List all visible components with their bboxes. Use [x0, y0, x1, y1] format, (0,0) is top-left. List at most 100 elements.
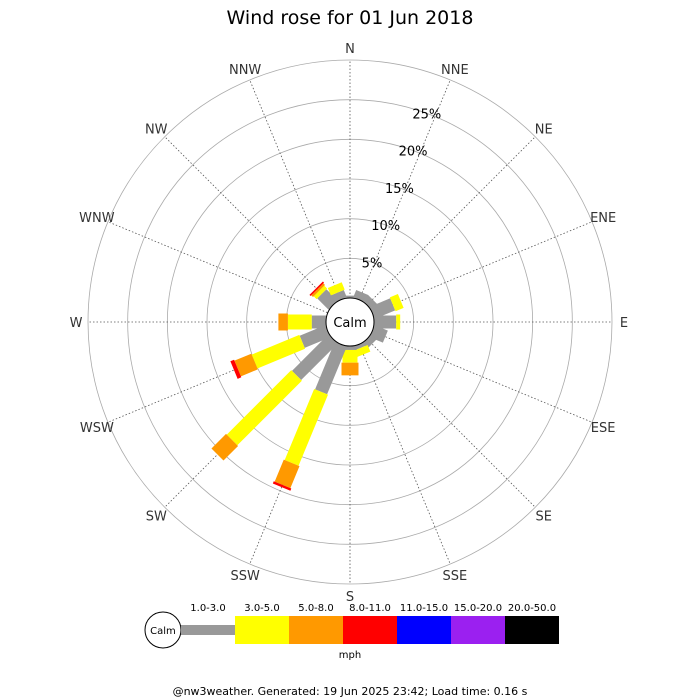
legend-swatch [451, 616, 505, 644]
legend-bin-label: 11.0-15.0 [400, 603, 448, 614]
bar-segment [299, 325, 331, 348]
bar-segment [226, 370, 302, 446]
bar-stack-nnw [327, 282, 347, 303]
calm-circle: Calm [325, 297, 375, 347]
bar-segment [327, 282, 345, 296]
direction-label-wsw: WSW [80, 421, 114, 436]
legend-bin-label: 3.0-5.0 [244, 603, 279, 614]
direction-label-ssw: SSW [230, 569, 260, 584]
bar-segment [389, 294, 404, 312]
radial-tick-label: 10% [371, 219, 400, 234]
bar-stack-s [341, 346, 359, 376]
direction-label-nw: NW [145, 122, 168, 137]
grid-spoke [107, 321, 351, 423]
legend-swatch [343, 616, 397, 644]
bar-stack-ene [369, 294, 404, 319]
grid-spoke [164, 136, 351, 323]
bar-segment [311, 315, 327, 329]
direction-label-e: E [620, 316, 628, 331]
bar-segment [311, 283, 326, 298]
grid-spoke [249, 79, 351, 323]
direction-label-w: W [70, 316, 83, 331]
direction-label-ne: NE [535, 122, 553, 137]
grid-spoke [349, 221, 593, 323]
wind-bars [211, 281, 404, 491]
grid-ring [246, 218, 454, 426]
radial-tick-label: 15% [385, 182, 414, 197]
legend-bin-label: 20.0-50.0 [508, 603, 556, 614]
legend-bin-label: 15.0-20.0 [454, 603, 502, 614]
bar-segment [278, 313, 288, 331]
direction-label-wnw: WNW [79, 211, 115, 226]
radial-tick-labels: 5% 10% 15% 20% 25% [362, 107, 442, 271]
legend-swatch [235, 616, 289, 644]
direction-label-sse: SSE [442, 569, 467, 584]
bar-stack-nw [309, 281, 338, 310]
legend-bin-label: 5.0-8.0 [298, 603, 333, 614]
bar-stack-ssw [272, 341, 347, 491]
legend-unit-label: mph [339, 650, 361, 661]
bar-stack-wsw [230, 325, 331, 379]
chart-title: Wind rose for 01 Jun 2018 [227, 7, 474, 29]
direction-label-sw: SW [146, 510, 167, 525]
direction-label-n: N [345, 42, 355, 57]
bar-stack-e [374, 314, 401, 330]
bar-segment [313, 285, 328, 300]
bar-segment [396, 314, 401, 330]
radial-tick-label: 25% [412, 107, 441, 122]
bar-segment [343, 295, 357, 298]
speed-legend: Calm mph 1.0-3.0 3.0-5.0 5.0-8.0 8.0-11.0 11… [144, 603, 559, 661]
bar-segment [309, 281, 325, 297]
footer-text: @nw3weather. Generated: 19 Jun 2025 23:4… [173, 685, 528, 698]
polar-grid [87, 59, 613, 585]
legend-swatch [397, 616, 451, 644]
bar-segment [331, 290, 347, 303]
bar-segment [291, 334, 338, 381]
grid-spoke [349, 321, 451, 565]
bar-segment [341, 362, 359, 376]
direction-label-nne: NNE [441, 63, 469, 78]
grid-ring [127, 99, 573, 545]
grid-spoke [349, 321, 536, 508]
grid-spoke [107, 221, 351, 323]
bar-segment [369, 298, 396, 319]
grid-spoke [349, 136, 536, 323]
grid-spoke [349, 79, 451, 323]
legend-swatch [289, 616, 343, 644]
bar-segment [274, 459, 300, 489]
bar-stack-n [343, 295, 357, 298]
bar-segment [342, 349, 358, 363]
direction-label-s: S [346, 590, 354, 605]
bar-segment [315, 341, 347, 395]
grid-ring-outer [87, 59, 613, 585]
bar-segment [284, 388, 329, 466]
bar-segment [287, 314, 312, 330]
legend-swatch [505, 616, 559, 644]
grid-spoke [349, 321, 593, 423]
bar-segment [230, 359, 242, 379]
direction-label-ene: ENE [590, 211, 616, 226]
legend-bin-label: 1.0-3.0 [190, 603, 225, 614]
direction-labels: N NNE NE ENE E ESE SE SSE S SSW SW WSW W WNW NW NNW [70, 42, 629, 605]
direction-label-se: SE [536, 510, 552, 525]
legend-swatch [181, 625, 235, 635]
radial-tick-label: 5% [362, 256, 383, 271]
bar-segment [374, 315, 397, 329]
bar-stack-sse [353, 341, 371, 358]
bar-segment [353, 344, 371, 358]
bar-segment [272, 481, 292, 491]
direction-label-nnw: NNW [229, 63, 261, 78]
legend-bin-label: 8.0-11.0 [349, 603, 391, 614]
bar-segment [343, 346, 357, 350]
bar-segment [317, 289, 338, 310]
bar-segment [353, 341, 367, 351]
bar-segment [234, 353, 258, 377]
bar-segment [251, 334, 306, 369]
calm-label: Calm [333, 316, 366, 331]
radial-tick-label: 20% [399, 145, 428, 160]
bar-stack-w [278, 313, 327, 331]
legend-calm-label: Calm [150, 626, 176, 637]
grid-ring [206, 178, 494, 466]
bar-segment [211, 433, 239, 461]
